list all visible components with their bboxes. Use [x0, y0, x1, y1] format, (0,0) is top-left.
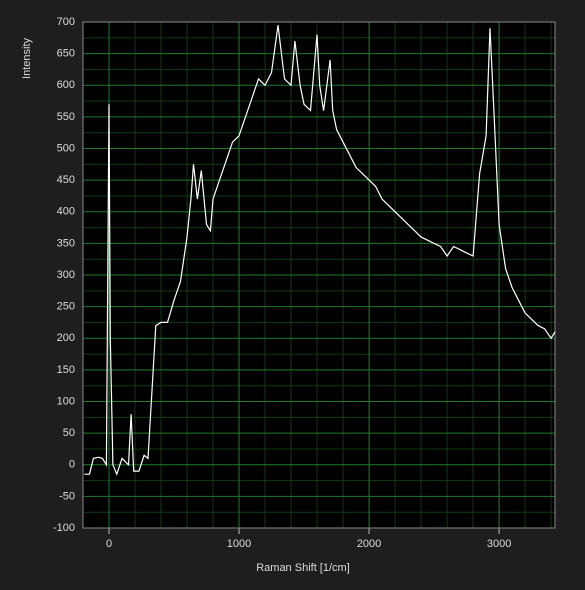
- y-tick-label: -50: [59, 490, 75, 502]
- y-axis-label: Intensity: [21, 38, 33, 79]
- x-tick-label: 3000: [487, 538, 511, 550]
- spectrum-line: [84, 25, 556, 476]
- y-tick-label: 450: [57, 174, 75, 186]
- y-tick-label: 500: [57, 142, 75, 154]
- y-tick-label: 300: [57, 269, 75, 281]
- y-tick-label: 600: [57, 79, 75, 91]
- y-tick-label: 650: [57, 48, 75, 60]
- y-tick-label: 0: [69, 459, 75, 471]
- y-tick-label: 550: [57, 111, 75, 123]
- y-tick-label: 50: [63, 427, 75, 439]
- y-tick-label: 200: [57, 332, 75, 344]
- plot-frame: [82, 21, 556, 529]
- y-tick-label: 700: [57, 16, 75, 28]
- x-tick-label: 0: [106, 538, 112, 550]
- x-tick-label: 1000: [227, 538, 251, 550]
- y-tick-label: 350: [57, 237, 75, 249]
- y-tick-label: -100: [53, 522, 75, 534]
- x-axis-label: Raman Shift [1/cm]: [256, 562, 350, 574]
- x-tick-label: 2000: [357, 538, 381, 550]
- y-tick-label: 100: [57, 395, 75, 407]
- y-tick-label: 250: [57, 301, 75, 313]
- y-tick-label: 400: [57, 206, 75, 218]
- y-tick-label: 150: [57, 364, 75, 376]
